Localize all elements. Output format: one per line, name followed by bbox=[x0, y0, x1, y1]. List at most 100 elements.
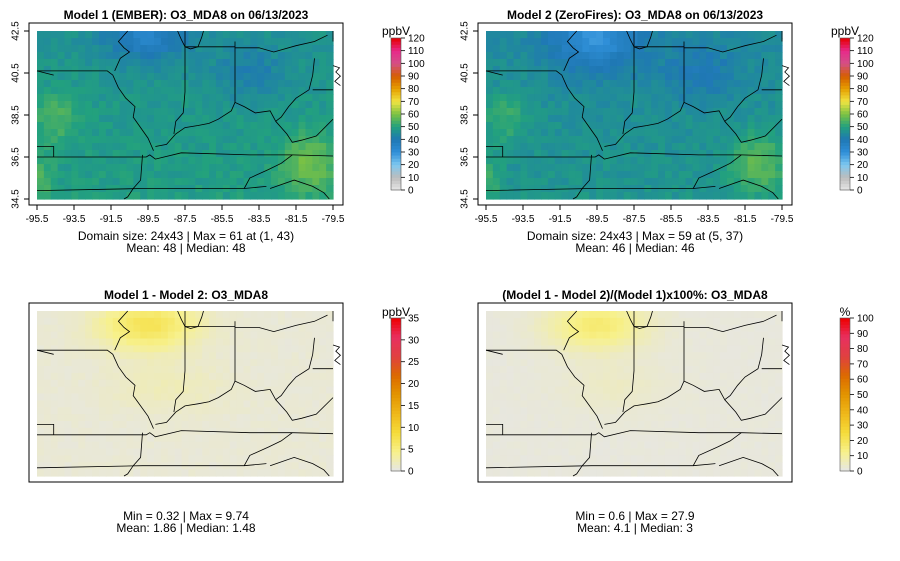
heatmap-cell bbox=[78, 108, 86, 116]
heatmap-cell bbox=[305, 66, 313, 74]
heatmap-cell bbox=[658, 338, 666, 346]
heatmap-cell bbox=[209, 38, 217, 46]
heatmap-cell bbox=[222, 80, 231, 88]
heatmap-cell bbox=[209, 45, 217, 53]
heatmap-cell bbox=[160, 164, 169, 172]
heatmap-cell bbox=[326, 59, 334, 67]
heatmap-cell bbox=[706, 87, 714, 95]
heatmap-cell bbox=[547, 129, 556, 137]
heatmap-cell bbox=[222, 101, 231, 109]
legend-swatch bbox=[840, 394, 850, 399]
heatmap-cell bbox=[271, 150, 279, 158]
heatmap-cell bbox=[37, 462, 45, 470]
heatmap-cell bbox=[630, 178, 639, 186]
heatmap-cell bbox=[644, 136, 652, 144]
heatmap-cell bbox=[678, 129, 687, 137]
heatmap-cell bbox=[623, 359, 632, 367]
heatmap-cell bbox=[64, 185, 73, 193]
heatmap-cell bbox=[209, 52, 217, 60]
heatmap-cell bbox=[658, 331, 666, 340]
heatmap-cell bbox=[651, 101, 659, 109]
legend-tick-label: 15 bbox=[408, 401, 420, 412]
heatmap-cell bbox=[568, 87, 577, 95]
heatmap-cell bbox=[64, 311, 73, 319]
heatmap-cell bbox=[133, 178, 141, 186]
heatmap-cell bbox=[575, 73, 583, 81]
heatmap-cell bbox=[98, 441, 107, 450]
heatmap-cell bbox=[554, 31, 563, 39]
heatmap-cell bbox=[623, 407, 632, 415]
heatmap-cell bbox=[699, 185, 707, 193]
heatmap-cell bbox=[112, 455, 121, 463]
heatmap-cell bbox=[561, 73, 570, 81]
heatmap-cell bbox=[527, 393, 535, 401]
heatmap-cell bbox=[326, 136, 334, 144]
heatmap-cell bbox=[768, 366, 776, 374]
boundary-line bbox=[692, 432, 742, 466]
heatmap-cell bbox=[50, 143, 59, 151]
heatmap-cell bbox=[326, 129, 334, 137]
heatmap-cell bbox=[644, 331, 652, 340]
heatmap-cell bbox=[229, 455, 238, 463]
heatmap-cell bbox=[513, 178, 522, 186]
heatmap-cell bbox=[486, 427, 494, 436]
heatmap-cell bbox=[664, 366, 673, 374]
heatmap-cell bbox=[733, 372, 742, 381]
heatmap-cell bbox=[706, 192, 714, 200]
heatmap-cell bbox=[291, 38, 300, 46]
heatmap-cell bbox=[637, 87, 645, 95]
heatmap-cell bbox=[775, 393, 783, 401]
heatmap-cell bbox=[775, 441, 783, 450]
heatmap-cell bbox=[575, 414, 583, 422]
heatmap-cell bbox=[499, 414, 508, 422]
heatmap-cell bbox=[92, 45, 100, 53]
heatmap-cell bbox=[506, 359, 515, 367]
heatmap-cell bbox=[520, 311, 528, 319]
heatmap-cell bbox=[568, 393, 577, 401]
heatmap-cell bbox=[554, 345, 563, 353]
heatmap-cell bbox=[561, 448, 570, 456]
heatmap-cell bbox=[257, 414, 265, 422]
heatmap-cell bbox=[589, 400, 597, 408]
heatmap-cell bbox=[541, 115, 549, 123]
heatmap-cell bbox=[720, 45, 728, 53]
legend-swatch bbox=[391, 95, 401, 99]
heatmap-cell bbox=[692, 178, 700, 186]
legend-swatch bbox=[840, 158, 850, 162]
heatmap-cell bbox=[140, 108, 148, 116]
heatmap-cell bbox=[775, 178, 783, 186]
heatmap-cell bbox=[547, 379, 556, 388]
heatmap-cell bbox=[582, 311, 590, 319]
heatmap-cell bbox=[92, 38, 100, 46]
heatmap-cell bbox=[547, 143, 556, 151]
heatmap-cell bbox=[147, 157, 155, 165]
heatmap-cell bbox=[133, 80, 141, 88]
heatmap-cell bbox=[174, 366, 183, 374]
heatmap-cell bbox=[202, 164, 210, 172]
heatmap-cell bbox=[603, 108, 611, 116]
heatmap-cell bbox=[651, 366, 659, 374]
heatmap-cell bbox=[305, 157, 313, 165]
heatmap-cell bbox=[291, 101, 300, 109]
heatmap-cell bbox=[637, 400, 645, 408]
heatmap-cell bbox=[85, 101, 93, 109]
heatmap-cell bbox=[685, 52, 694, 60]
heatmap-cell bbox=[644, 150, 652, 158]
heatmap-cell bbox=[603, 192, 611, 200]
heatmap-cell bbox=[651, 414, 659, 422]
heatmap-cell bbox=[692, 359, 700, 367]
heatmap-cell bbox=[271, 45, 279, 53]
heatmap-cell bbox=[486, 73, 494, 81]
heatmap-cell bbox=[651, 352, 659, 360]
heatmap-cell bbox=[685, 73, 694, 81]
heatmap-cell bbox=[527, 129, 535, 137]
heatmap-cell bbox=[126, 366, 134, 374]
heatmap-cell bbox=[596, 171, 604, 179]
heatmap-cell bbox=[678, 455, 687, 463]
heatmap-cell bbox=[92, 400, 100, 408]
heatmap-cell bbox=[609, 421, 618, 429]
heatmap-cell bbox=[520, 171, 528, 179]
heatmap-cell bbox=[126, 178, 134, 186]
heatmap-cell bbox=[78, 73, 86, 81]
heatmap-cell bbox=[154, 52, 162, 60]
